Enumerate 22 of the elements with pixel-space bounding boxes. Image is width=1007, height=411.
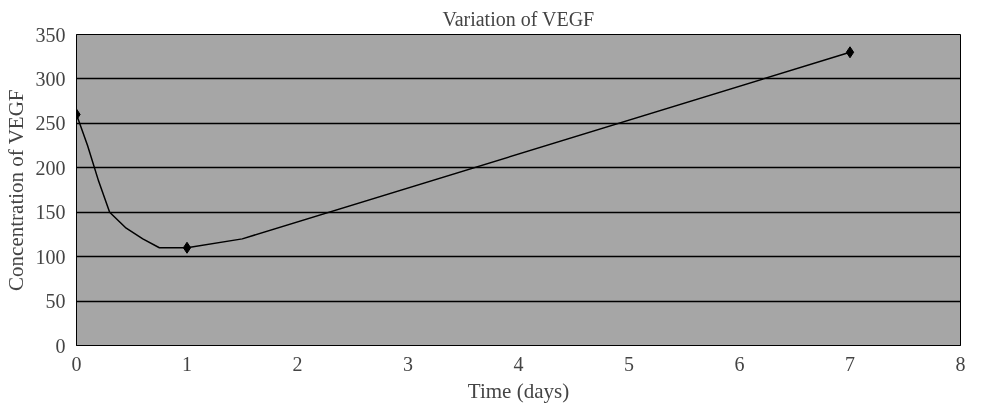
x-axis-title: Time (days): [467, 378, 570, 403]
x-tick-label: 5: [624, 352, 634, 375]
x-tick-label: 8: [955, 352, 966, 375]
y-tick-label: 100: [35, 245, 66, 268]
y-tick-label: 250: [35, 112, 66, 135]
x-tick-label: 6: [734, 352, 745, 375]
x-tick-label: 7: [845, 352, 855, 375]
y-axis-title: Concentration of VEGF: [3, 89, 28, 291]
x-tick-label: 4: [513, 352, 524, 375]
y-tick-label: 150: [35, 201, 66, 224]
y-tick-label: 200: [35, 156, 66, 179]
x-tick-label: 0: [71, 352, 82, 375]
x-tick-label: 2: [292, 352, 303, 375]
y-tick-label: 300: [35, 67, 66, 90]
y-tick-label: 0: [55, 334, 66, 357]
y-tick-label: 50: [45, 290, 66, 313]
chart-title: Variation of VEGF: [442, 7, 595, 30]
x-tick-label: 3: [403, 352, 413, 375]
x-tick-label: 1: [182, 352, 192, 375]
point: [845, 46, 855, 59]
y-tick-label: 350: [35, 23, 66, 46]
point: [182, 241, 192, 254]
